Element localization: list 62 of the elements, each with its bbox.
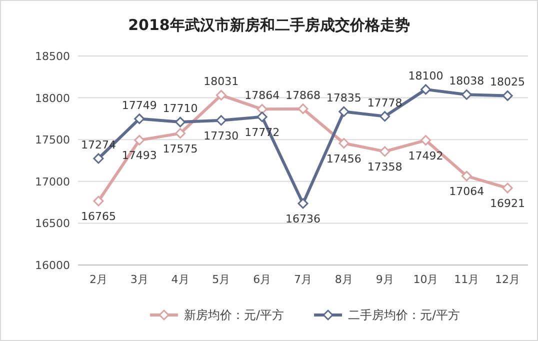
x-tick-label: 12月 — [495, 273, 520, 286]
y-tick-label: 18500 — [35, 50, 70, 63]
chart-title: 2018年武汉市新房和二手房成交价格走势 — [128, 16, 410, 34]
x-tick-label: 5月 — [212, 273, 230, 286]
x-tick-label: 11月 — [454, 273, 480, 286]
data-label: 17864 — [244, 89, 280, 102]
data-label: 18031 — [204, 75, 239, 88]
legend-label: 二手房均价：元/平方 — [348, 308, 460, 322]
data-label: 18100 — [408, 69, 444, 82]
point — [216, 115, 226, 126]
x-tick-label: 7月 — [294, 273, 312, 286]
data-label: 18025 — [490, 76, 526, 89]
point — [380, 146, 390, 157]
y-tick-label: 16000 — [35, 259, 70, 272]
x-tick-label: 4月 — [171, 273, 190, 286]
point — [298, 104, 308, 114]
point — [175, 116, 186, 128]
point — [338, 138, 350, 149]
x-tick-label: 10月 — [413, 273, 438, 286]
point — [256, 112, 268, 122]
point — [93, 153, 104, 164]
x-tick-label: 2月 — [89, 273, 108, 286]
point — [461, 170, 472, 182]
data-label: 18038 — [449, 74, 484, 88]
data-label: 17835 — [326, 92, 362, 105]
data-label: 17868 — [286, 88, 320, 102]
point — [216, 90, 226, 100]
point — [338, 106, 350, 117]
x-tick-label: 3月 — [130, 273, 148, 286]
data-label: 17492 — [408, 149, 444, 162]
point — [461, 89, 472, 100]
data-label: 17778 — [367, 96, 402, 110]
data-label: 16921 — [490, 197, 526, 210]
point — [502, 90, 513, 101]
point — [420, 135, 431, 146]
data-label: 17730 — [204, 129, 239, 142]
data-label: 17749 — [122, 98, 157, 112]
point — [380, 111, 390, 122]
y-tick-label: 16500 — [35, 217, 70, 230]
point — [93, 196, 104, 206]
data-label: 17710 — [162, 102, 198, 116]
point — [256, 104, 268, 114]
point — [420, 84, 431, 95]
legend-label: 新房均价：元/平方 — [184, 308, 284, 322]
y-tick-label: 18000 — [35, 92, 70, 105]
data-label: 17456 — [326, 152, 362, 166]
x-tick-label: 9月 — [376, 273, 394, 286]
point — [134, 134, 145, 146]
data-label: 16765 — [80, 210, 116, 224]
data-label: 17493 — [122, 149, 157, 162]
x-tick-label: 6月 — [253, 273, 272, 286]
point — [298, 198, 308, 209]
y-tick-label: 17000 — [35, 175, 70, 188]
x-tick-label: 8月 — [334, 273, 353, 286]
data-label: 17575 — [162, 142, 198, 156]
point — [175, 128, 186, 139]
point — [134, 114, 145, 124]
data-label: 17358 — [367, 160, 402, 174]
data-label: 16736 — [286, 212, 320, 226]
data-label: 17064 — [449, 185, 484, 198]
point — [502, 182, 513, 194]
y-tick-label: 17500 — [35, 134, 70, 147]
